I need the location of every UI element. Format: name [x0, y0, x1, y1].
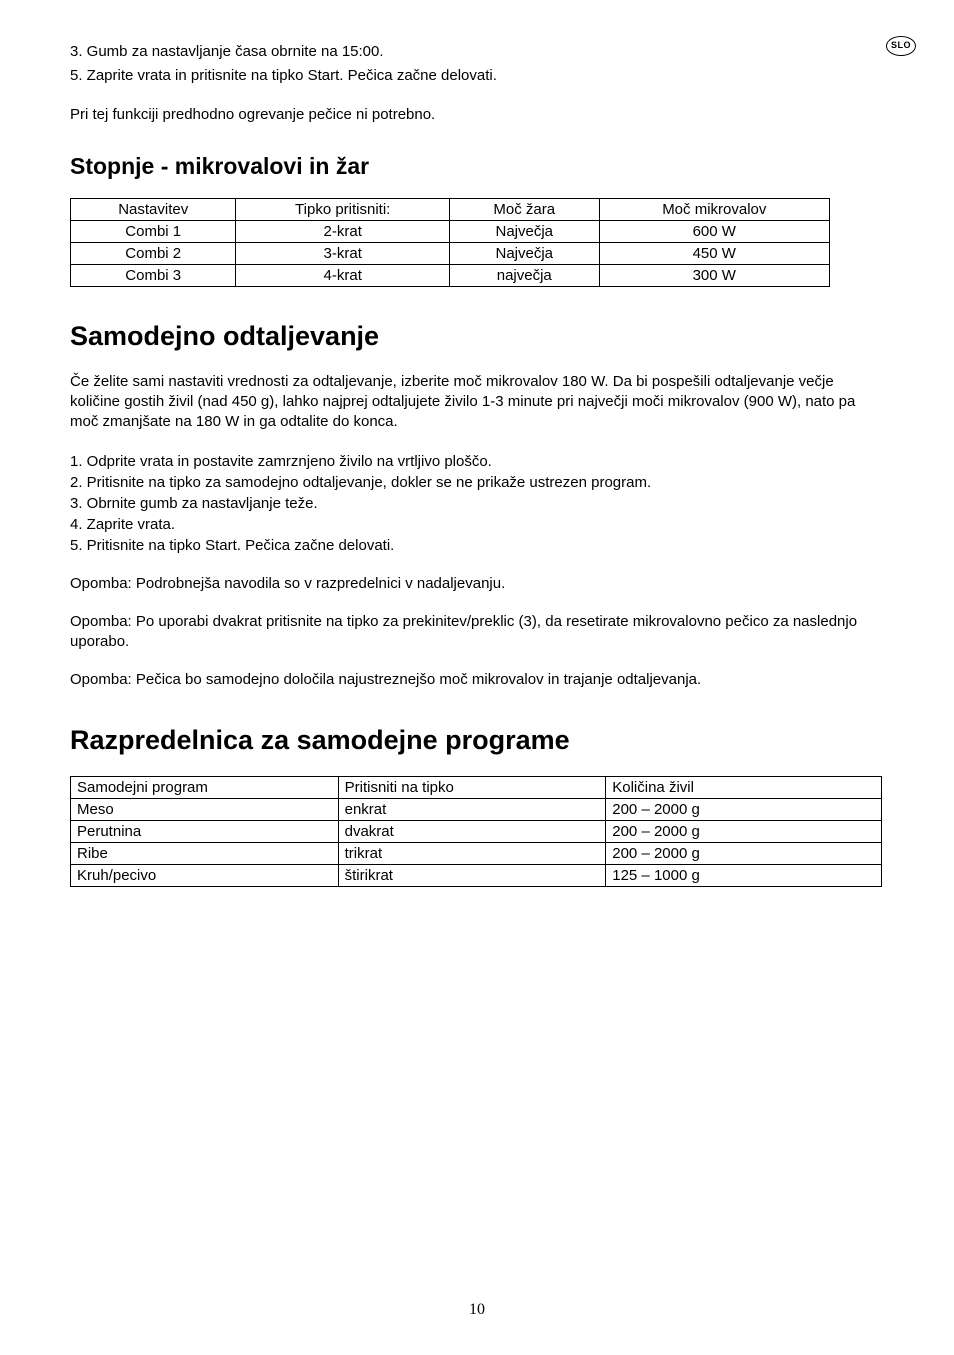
- th-nastavitev: Nastavitev: [71, 198, 236, 220]
- cell: trikrat: [338, 842, 606, 864]
- cell: 4-krat: [236, 264, 450, 286]
- cell: Meso: [71, 798, 339, 820]
- cell: 200 – 2000 g: [606, 798, 882, 820]
- language-badge: SLO: [886, 36, 916, 56]
- stopnje-heading: Stopnje - mikrovalovi in žar: [70, 153, 884, 180]
- th-tipko: Pritisniti na tipko: [338, 776, 606, 798]
- table-header-row: Samodejni program Pritisniti na tipko Ko…: [71, 776, 882, 798]
- note-3: Opomba: Pečica bo samodejno določila naj…: [70, 670, 884, 690]
- th-kolicina: Količina živil: [606, 776, 882, 798]
- table-row: Kruh/pecivo štirikrat 125 – 1000 g: [71, 864, 882, 886]
- samodejno-para: Če želite sami nastaviti vrednosti za od…: [70, 372, 884, 433]
- table-row: Combi 3 4-krat največja 300 W: [71, 264, 830, 286]
- th-program: Samodejni program: [71, 776, 339, 798]
- page-number: 10: [0, 1301, 954, 1319]
- step-item: 1. Odprite vrata in postavite zamrznjeno…: [70, 451, 884, 472]
- intro-line-3: Pri tej funkciji predhodno ogrevanje peč…: [70, 105, 884, 125]
- table-row: Combi 1 2-krat Največja 600 W: [71, 220, 830, 242]
- cell: dvakrat: [338, 820, 606, 842]
- cell: štirikrat: [338, 864, 606, 886]
- cell: 2-krat: [236, 220, 450, 242]
- table-header-row: Nastavitev Tipko pritisniti: Moč žara Mo…: [71, 198, 830, 220]
- cell: 600 W: [599, 220, 829, 242]
- cell: Največja: [449, 242, 599, 264]
- cell: Največja: [449, 220, 599, 242]
- cell: 3-krat: [236, 242, 450, 264]
- razpr-heading: Razpredelnica za samodejne programe: [70, 725, 884, 756]
- cell: 125 – 1000 g: [606, 864, 882, 886]
- note-1: Opomba: Podrobnejša navodila so v razpre…: [70, 574, 884, 594]
- cell: 200 – 2000 g: [606, 842, 882, 864]
- cell: Kruh/pecivo: [71, 864, 339, 886]
- samodejno-steps: 1. Odprite vrata in postavite zamrznjeno…: [70, 451, 884, 556]
- th-moc-mikrovalov: Moč mikrovalov: [599, 198, 829, 220]
- intro-line-2: 5. Zaprite vrata in pritisnite na tipko …: [70, 66, 884, 86]
- table-row: Perutnina dvakrat 200 – 2000 g: [71, 820, 882, 842]
- note-2: Opomba: Po uporabi dvakrat pritisnite na…: [70, 612, 884, 653]
- step-item: 2. Pritisnite na tipko za samodejno odta…: [70, 472, 884, 493]
- cell: največja: [449, 264, 599, 286]
- table-row: Meso enkrat 200 – 2000 g: [71, 798, 882, 820]
- cell: Combi 3: [71, 264, 236, 286]
- razpr-table: Samodejni program Pritisniti na tipko Ko…: [70, 776, 882, 887]
- cell: Ribe: [71, 842, 339, 864]
- cell: Combi 1: [71, 220, 236, 242]
- samodejno-heading: Samodejno odtaljevanje: [70, 321, 884, 352]
- stopnje-table: Nastavitev Tipko pritisniti: Moč žara Mo…: [70, 198, 830, 287]
- cell: 450 W: [599, 242, 829, 264]
- step-item: 3. Obrnite gumb za nastavljanje teže.: [70, 493, 884, 514]
- cell: 200 – 2000 g: [606, 820, 882, 842]
- cell: enkrat: [338, 798, 606, 820]
- th-tipko: Tipko pritisniti:: [236, 198, 450, 220]
- th-moc-zara: Moč žara: [449, 198, 599, 220]
- step-item: 4. Zaprite vrata.: [70, 514, 884, 535]
- intro-line-1: 3. Gumb za nastavljanje časa obrnite na …: [70, 42, 884, 62]
- table-row: Ribe trikrat 200 – 2000 g: [71, 842, 882, 864]
- step-item: 5. Pritisnite na tipko Start. Pečica zač…: [70, 535, 884, 556]
- table-row: Combi 2 3-krat Največja 450 W: [71, 242, 830, 264]
- cell: Perutnina: [71, 820, 339, 842]
- cell: 300 W: [599, 264, 829, 286]
- cell: Combi 2: [71, 242, 236, 264]
